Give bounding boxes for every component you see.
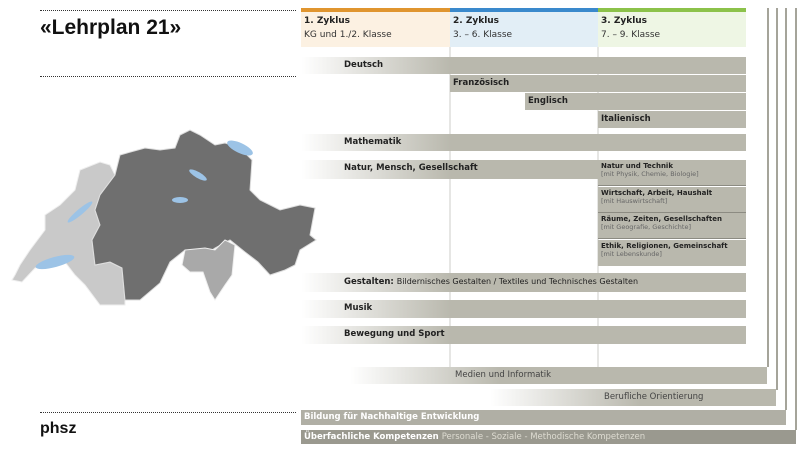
divider <box>40 10 296 11</box>
subject-sport: Bewegung und Sport <box>301 326 746 344</box>
gestalten-label: Gestalten: <box>344 277 394 287</box>
cycle-1-header: 1. Zyklus KG und 1./2. Klasse <box>301 8 450 47</box>
subject-gestalten: Gestalten: Bildernisches Gestalten / Tex… <box>301 273 746 292</box>
sub-name: Räume, Zeiten, Gesellschaften <box>601 215 722 223</box>
nmg-sub-2: Wirtschaft, Arbeit, Haushalt [mit Hauswir… <box>598 187 746 213</box>
nmg-sub-1: Natur und Technik [mit Physik, Chemie, Bi… <box>598 160 746 186</box>
gestalten-detail: Bildernisches Gestalten / Textiles und T… <box>396 277 639 286</box>
cycle-name: 1. Zyklus <box>304 16 351 26</box>
lake-zurich <box>189 169 207 181</box>
lake-neuchatel <box>67 201 93 223</box>
sub-note: [mit Physik, Chemie, Biologie] <box>601 170 699 178</box>
subject-franzoesisch: Französisch <box>450 75 746 92</box>
page-title: «Lehrplan 21» <box>40 16 182 39</box>
cycle-name: 2. Zyklus <box>453 16 500 26</box>
sub-note: [mit Geografie, Geschichte] <box>601 223 692 231</box>
nmg-sub-3: Räume, Zeiten, Gesellschaften [mit Geogra… <box>598 213 746 239</box>
sub-note: [mit Lebenskunde] <box>601 250 662 258</box>
cross-medien: Medien und Informatik <box>350 367 767 384</box>
sub-name: Wirtschaft, Arbeit, Haushalt <box>601 189 713 197</box>
frame-medien <box>300 8 769 367</box>
cycle-divider <box>449 47 451 367</box>
sub-note: [mit Hauswirtschaft] <box>601 197 668 205</box>
map-ticino-region <box>181 239 236 301</box>
ueberfachlich-detail: Personale - Soziale - Methodische Kompet… <box>441 432 646 442</box>
sub-name: Natur und Technik <box>601 162 673 170</box>
cross-berufliche: Berufliche Orientierung <box>490 389 776 406</box>
divider <box>40 76 296 77</box>
cycle-grades: 3. – 6. Klasse <box>453 30 513 40</box>
switzerland-map <box>11 129 317 306</box>
divider <box>40 412 296 413</box>
frame-berufliche <box>300 8 778 390</box>
subject-deutsch: Deutsch <box>301 57 746 74</box>
cross-bne: Bildung für Nachhaltige Entwicklung <box>301 410 786 425</box>
nmg-sub-4: Ethik, Religionen, Gemeinschaft [mit Lebe… <box>598 240 746 266</box>
subject-musik: Musik <box>301 300 746 318</box>
subject-italienisch: Italienisch <box>598 111 746 128</box>
lake-constance <box>227 140 253 156</box>
map-central-region <box>91 129 317 301</box>
lake-lucerne <box>172 197 188 203</box>
lake-geneva <box>35 254 75 270</box>
cross-ueberfachlich: Überfachliche Kompetenzen Personale - So… <box>301 430 796 444</box>
subject-mathematik: Mathematik <box>301 134 746 151</box>
frame-ueberfachlich <box>300 8 797 430</box>
logo: phsz <box>40 420 77 437</box>
cycle-grades: KG und 1./2. Klasse <box>304 30 392 40</box>
cycle-name: 3. Zyklus <box>601 16 648 26</box>
ueberfachlich-label: Überfachliche Kompetenzen <box>304 432 439 442</box>
cycle-2-header: 2. Zyklus 3. – 6. Klasse <box>450 8 598 47</box>
subject-nmg: Natur, Mensch, Gesellschaft <box>301 160 598 179</box>
cycle-grades: 7. – 9. Klasse <box>601 30 661 40</box>
cycle-3-header: 3. Zyklus 7. – 9. Klasse <box>598 8 746 47</box>
sub-name: Ethik, Religionen, Gemeinschaft <box>601 242 728 250</box>
frame-bne <box>300 8 787 410</box>
subject-englisch: Englisch <box>525 93 746 110</box>
